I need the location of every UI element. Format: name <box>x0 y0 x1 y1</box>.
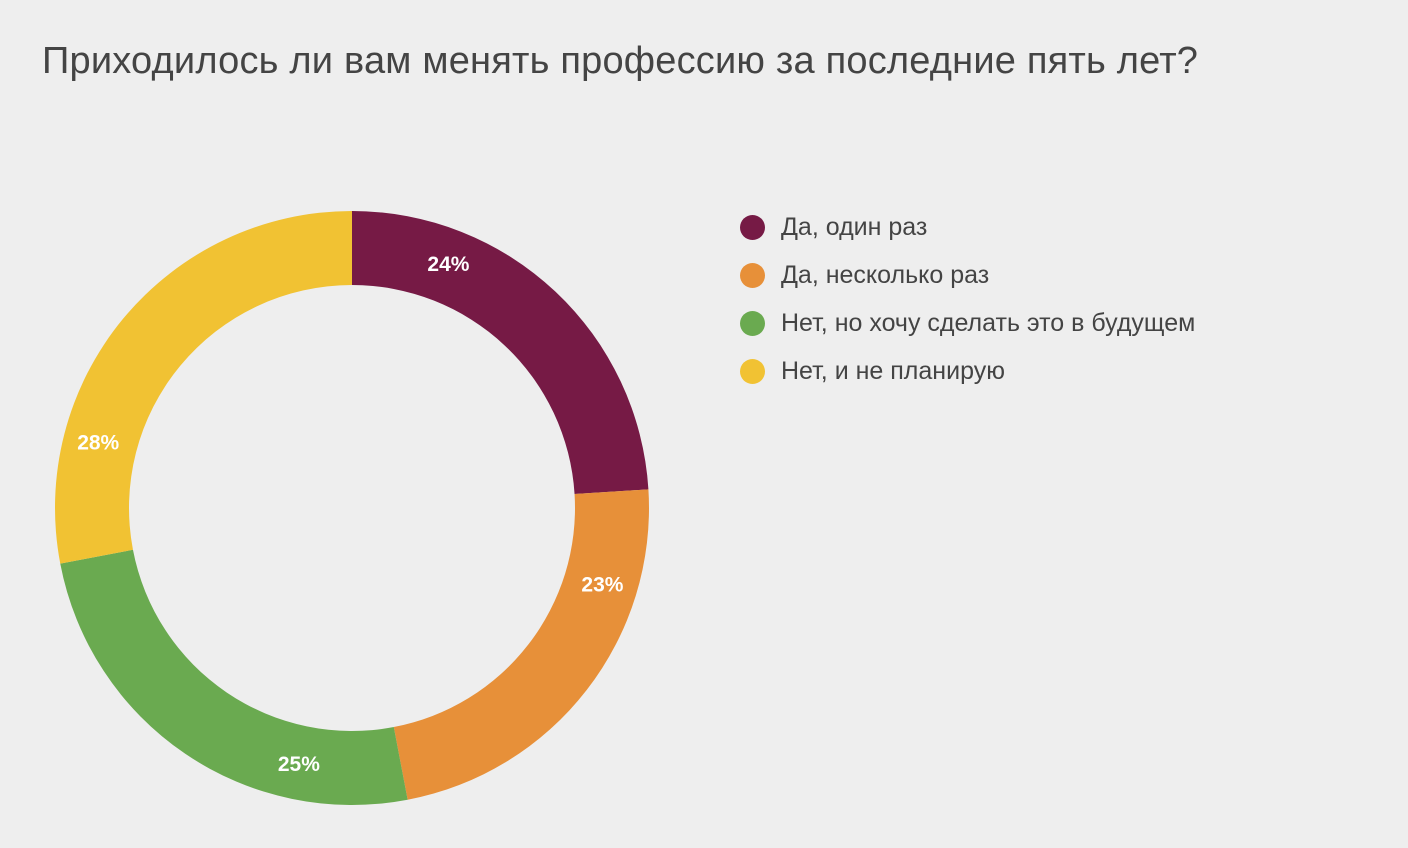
legend-label: Нет, но хочу сделать это в будущем <box>781 308 1196 337</box>
slice-value-label: 23% <box>581 574 623 597</box>
legend-item: Нет, и не планирую <box>740 347 1195 395</box>
legend-swatch <box>740 310 765 336</box>
donut-slices <box>54 211 649 805</box>
chart-title: Приходилось ли вам менять профессию за п… <box>42 40 1199 82</box>
legend-swatch <box>740 358 765 384</box>
donut-slice <box>54 211 352 564</box>
slice-value-label: 28% <box>77 431 119 454</box>
legend-swatch <box>740 262 765 288</box>
legend-label: Да, несколько раз <box>781 260 990 289</box>
donut-slice-labels: 24% 23% 25% 28% <box>77 253 624 776</box>
legend-item: Да, один раз <box>740 203 1195 251</box>
slice-value-label: 25% <box>278 753 320 776</box>
donut-slice <box>393 489 649 800</box>
chart-legend: Да, один раз Да, несколько раз Нет, но хоч… <box>740 203 1195 395</box>
legend-item: Нет, но хочу сделать это в будущем <box>740 299 1195 347</box>
legend-item: Да, несколько раз <box>740 251 1195 299</box>
donut-chart: 24% 23% 25% 28% <box>54 211 649 805</box>
legend-label: Нет, и не планирую <box>781 356 1005 385</box>
donut-slice <box>60 549 408 805</box>
legend-swatch <box>740 214 765 240</box>
slice-value-label: 24% <box>427 253 469 276</box>
legend-label: Да, один раз <box>781 212 928 241</box>
donut-slice <box>352 211 649 494</box>
